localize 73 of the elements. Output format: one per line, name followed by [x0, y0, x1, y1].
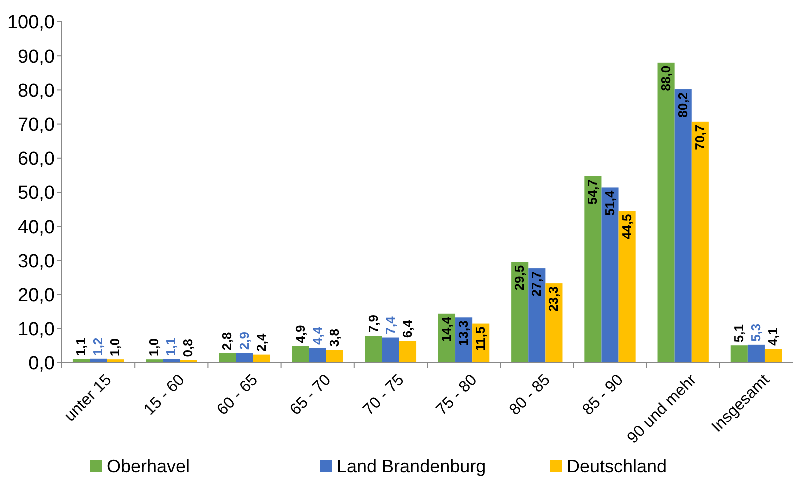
bar [748, 344, 765, 363]
bar [309, 348, 326, 363]
bar [618, 211, 636, 363]
legend-label: Deutschland [567, 456, 668, 476]
data-label: 7,9 [366, 314, 381, 334]
data-label: 1,1 [164, 338, 179, 356]
bar [399, 341, 417, 363]
data-label: 44,5 [619, 214, 634, 240]
data-label: 29,5 [512, 265, 528, 291]
data-label: 4,4 [310, 326, 325, 345]
data-label: 6,4 [400, 319, 416, 338]
x-tick-label: 80 - 85 [506, 372, 554, 419]
data-label: 2,9 [236, 332, 252, 350]
y-tick-label: 100,0 [7, 12, 55, 34]
bar [584, 176, 602, 363]
data-label: 27,7 [529, 272, 544, 297]
data-label: 88,0 [658, 66, 674, 92]
x-tick-label: 85 - 90 [580, 372, 628, 419]
data-label: 80,2 [675, 92, 690, 118]
y-tick-label: 0,0 [28, 354, 55, 375]
x-tick-label: 70 - 75 [360, 372, 408, 419]
bar [602, 188, 619, 363]
y-tick-label: 30,0 [18, 251, 55, 272]
bar [72, 359, 90, 363]
data-label: 2,4 [254, 332, 269, 352]
bar [292, 346, 310, 363]
y-tick-label: 40,0 [18, 217, 55, 238]
data-label: 1,1 [73, 338, 88, 356]
x-tick-label: 75 - 80 [434, 372, 481, 419]
legend-label: Land Brandenburg [337, 456, 486, 476]
bar [382, 338, 400, 363]
bar [674, 90, 692, 363]
legend-label: Oberhavel [107, 456, 190, 476]
bar [326, 350, 344, 363]
data-label: 54,7 [585, 179, 600, 205]
data-label: 5,1 [731, 324, 746, 343]
y-tick-label: 80,0 [18, 80, 55, 102]
bar [163, 359, 180, 363]
bar [528, 268, 546, 363]
bar [658, 62, 675, 363]
data-label: 70,7 [692, 124, 708, 150]
data-label: 3,8 [326, 328, 342, 348]
bar [764, 349, 782, 363]
y-tick-label: 60,0 [18, 149, 55, 170]
data-label: 23,3 [546, 286, 562, 312]
y-tick-label: 70,0 [18, 114, 55, 136]
data-label: 1,0 [108, 338, 123, 357]
y-tick-label: 10,0 [18, 320, 55, 341]
bar [253, 354, 270, 363]
y-tick-label: 20,0 [18, 285, 55, 306]
x-tick-label: 65 - 70 [287, 372, 335, 419]
bar [512, 262, 529, 363]
data-label: 5,3 [748, 324, 764, 342]
data-label: 4,9 [292, 325, 308, 344]
data-label: 11,5 [473, 326, 488, 352]
data-label: 7,4 [382, 316, 398, 335]
bar [692, 122, 709, 363]
x-tick-label: 60 - 65 [214, 372, 262, 419]
bar [365, 336, 382, 363]
data-label: 4,1 [766, 328, 781, 346]
data-label: 51,4 [602, 190, 618, 216]
bar [219, 353, 236, 363]
data-label: 1,2 [90, 338, 106, 356]
x-tick-label: 15 - 60 [141, 372, 188, 419]
y-tick-label: 50,0 [18, 183, 55, 204]
data-label: 13,3 [456, 320, 472, 346]
data-label: 14,4 [438, 316, 454, 342]
data-label: 2,8 [220, 332, 235, 350]
data-label: 1,0 [146, 338, 162, 357]
bar [730, 346, 748, 363]
bar [236, 353, 254, 363]
data-label: 0,8 [180, 339, 196, 358]
y-tick-label: 90,0 [18, 46, 55, 68]
